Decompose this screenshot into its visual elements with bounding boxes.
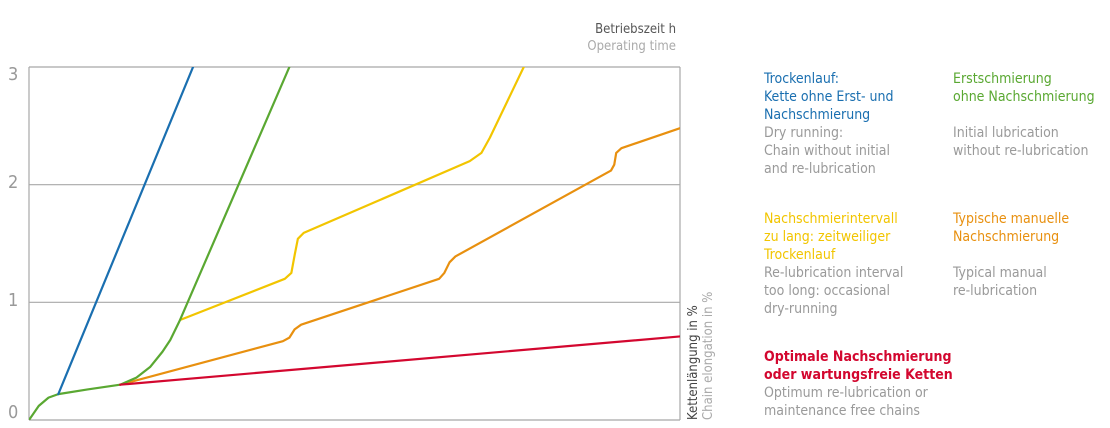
legend-label-en: Typical manual re-lubrication xyxy=(953,265,1047,299)
legend-entry-typical-manual: Typische manuelle Nachschmierung Typical… xyxy=(953,210,1110,300)
y-axis-label-de: Kettenlängung in % xyxy=(686,305,701,420)
legend-entry-optimum: Optimale Nachschmierung oder wartungsfre… xyxy=(764,348,964,420)
x-axis-label-en: Operating time xyxy=(587,39,676,54)
legend-label-de: Typische manuelle Nachschmierung xyxy=(953,211,1070,245)
y-axis-label: Kettenlängung in % Chain elongation in % xyxy=(686,292,716,420)
series-line-optimale-nachschmierung xyxy=(119,335,680,386)
legend-label-de: Erstschmierung ohne Nachschmierung xyxy=(953,71,1095,105)
legend-entry-interval-too-long: Nachschmierintervall zu lang: zeitweilig… xyxy=(764,210,949,318)
legend-label-en: Re-lubrication interval too long: occasi… xyxy=(764,265,904,317)
legend-label-de: Optimale Nachschmierung oder wartungsfre… xyxy=(764,349,953,383)
legend-entry-dry-running: Trockenlauf: Kette ohne Erst- und Nachsc… xyxy=(764,70,949,178)
y-axis-label-en: Chain elongation in % xyxy=(701,291,716,420)
legend-entry-initial-lubrication: Erstschmierung ohne Nachschmierung Initi… xyxy=(953,70,1110,160)
y-tick-label: 2 xyxy=(8,172,19,193)
legend-label-de: Trockenlauf: Kette ohne Erst- und Nachsc… xyxy=(764,71,894,123)
legend-label-en: Dry running: Chain without initial and r… xyxy=(764,125,890,177)
y-tick-label: 1 xyxy=(8,290,19,311)
legend-label-en: Optimum re-lubrication or maintenance fr… xyxy=(764,385,928,419)
legend-label-de: Nachschmierintervall zu lang: zeitweilig… xyxy=(764,211,898,263)
x-axis-label: Betriebszeit h xyxy=(595,22,676,37)
y-tick-label: 0 xyxy=(8,402,19,423)
y-tick-label: 3 xyxy=(8,64,19,85)
series-line-trockenlauf xyxy=(57,67,195,396)
series-line-erstschmierung xyxy=(29,67,291,420)
series-line-nachschmierintervall-zu-lang xyxy=(178,67,525,322)
series-line-typische-manuelle-nachschmierung xyxy=(119,127,680,386)
legend-label-en: Initial lubrication without re-lubricati… xyxy=(953,125,1089,159)
